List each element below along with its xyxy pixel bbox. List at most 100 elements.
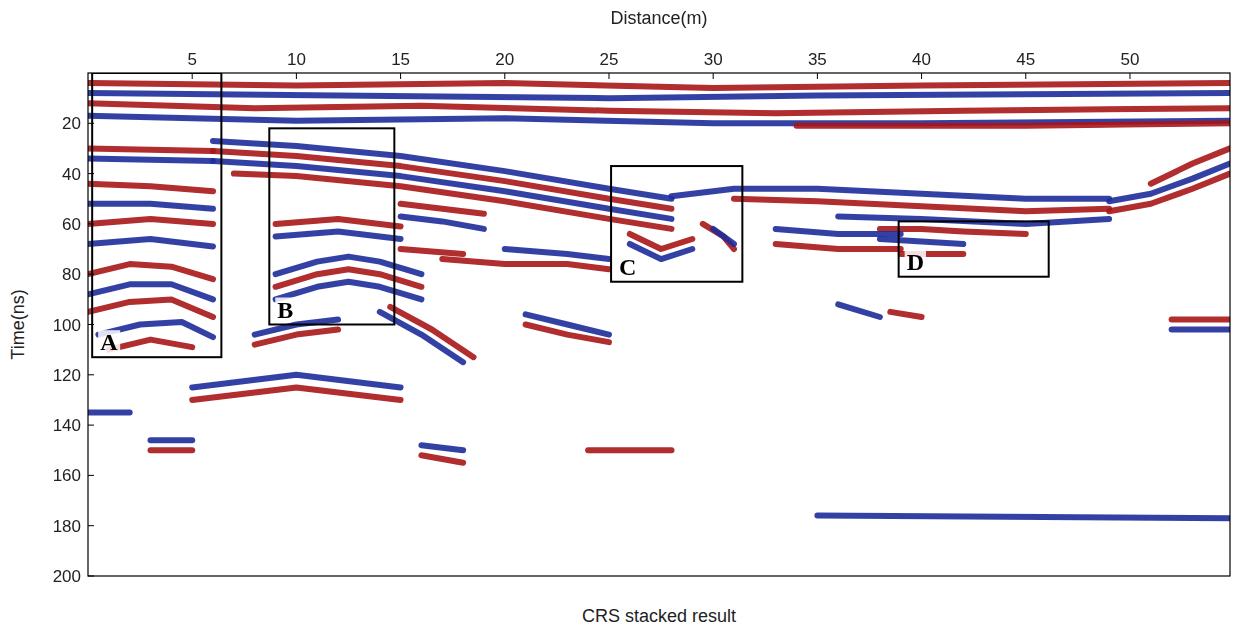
y-tick-label: 180 [53, 517, 81, 536]
box-label: A [100, 329, 118, 355]
reflector [276, 219, 401, 227]
annotation-box [92, 73, 221, 357]
y-tick [88, 324, 94, 325]
reflector [88, 299, 213, 317]
label-patch [98, 330, 120, 354]
reflector [588, 447, 671, 453]
reflector [88, 116, 1230, 124]
reflector [880, 239, 963, 244]
x-tick-label: 35 [808, 50, 827, 69]
plot-frame [88, 73, 1230, 576]
reflector [192, 387, 400, 400]
reflector [421, 445, 463, 450]
x-tick [921, 73, 922, 79]
reflector [734, 199, 1109, 212]
y-tick [88, 123, 94, 124]
y-tick [88, 425, 94, 426]
chart-title: CRS stacked result [582, 606, 736, 626]
reflector [88, 410, 130, 416]
reflector [88, 239, 213, 247]
y-tick-label: 100 [53, 316, 81, 335]
reflector [890, 312, 921, 317]
x-tick [504, 73, 505, 79]
reflector [1172, 317, 1230, 323]
reflector [1151, 148, 1230, 183]
y-tick-label: 140 [53, 416, 81, 435]
y-axis-title: Time(ns) [8, 289, 28, 359]
y-tick [88, 173, 94, 174]
y-tick-label: 20 [62, 114, 81, 133]
reflector [88, 83, 1230, 88]
reflector [88, 184, 213, 192]
reflector [838, 216, 1109, 224]
reflector [1109, 174, 1230, 212]
x-tick [1025, 73, 1026, 79]
reflector [276, 282, 422, 300]
reflector [797, 123, 1231, 126]
y-tick-label: 80 [62, 265, 81, 284]
x-tick [296, 73, 297, 79]
reflector [234, 174, 672, 229]
reflector [401, 249, 464, 254]
x-tick-label: 25 [600, 50, 619, 69]
reflector [401, 204, 484, 214]
x-tick-label: 50 [1121, 50, 1140, 69]
y-tick [88, 576, 94, 577]
y-tick-label: 200 [53, 567, 81, 586]
reflector [390, 307, 473, 357]
reflector [1109, 164, 1230, 202]
reflector [630, 244, 693, 259]
x-tick [817, 73, 818, 79]
reflector [88, 264, 213, 279]
reflector [380, 312, 463, 362]
reflector [88, 93, 1230, 98]
x-tick-label: 5 [187, 50, 196, 69]
reflector [88, 103, 1230, 113]
reflector [88, 148, 213, 151]
y-tick [88, 475, 94, 476]
plot-background [88, 73, 1230, 576]
y-tick-label: 60 [62, 215, 81, 234]
reflector [109, 340, 192, 350]
reflector [776, 229, 901, 234]
x-tick-label: 15 [391, 50, 410, 69]
annotation-box [269, 128, 394, 324]
label-patch [617, 255, 638, 279]
reflector [1172, 327, 1230, 333]
x-tick [608, 73, 609, 79]
reflector [151, 447, 193, 453]
box-label: D [907, 249, 924, 275]
reflector [255, 330, 338, 345]
y-tick [88, 525, 94, 526]
y-tick [88, 274, 94, 275]
label-patch [275, 298, 295, 322]
reflector [401, 216, 484, 229]
y-tick [88, 374, 94, 375]
x-tick [1129, 73, 1130, 79]
x-tick-label: 10 [287, 50, 306, 69]
y-tick-label: 40 [62, 165, 81, 184]
box-group [92, 73, 1049, 357]
reflector [88, 284, 213, 299]
reflector [276, 231, 401, 239]
reflector [526, 325, 609, 343]
x-tick-label: 45 [1016, 50, 1035, 69]
x-tick-label: 30 [704, 50, 723, 69]
reflector [88, 219, 213, 224]
x-tick-label: 20 [495, 50, 514, 69]
x-tick [400, 73, 401, 79]
y-tick-label: 160 [53, 466, 81, 485]
x-axis-title: Distance(m) [610, 8, 707, 28]
reflector [151, 437, 193, 443]
annotation-box [899, 221, 1049, 276]
reflector [442, 259, 609, 269]
y-tick [88, 223, 94, 224]
reflector [713, 229, 734, 244]
x-tick-label: 40 [912, 50, 931, 69]
y-tick-label: 120 [53, 366, 81, 385]
radargram-chart: ABCD510152025303540455020406080100120140… [0, 0, 1242, 633]
reflector [703, 224, 734, 249]
box-label: B [277, 297, 293, 323]
reflector [88, 159, 213, 162]
x-tick [713, 73, 714, 79]
